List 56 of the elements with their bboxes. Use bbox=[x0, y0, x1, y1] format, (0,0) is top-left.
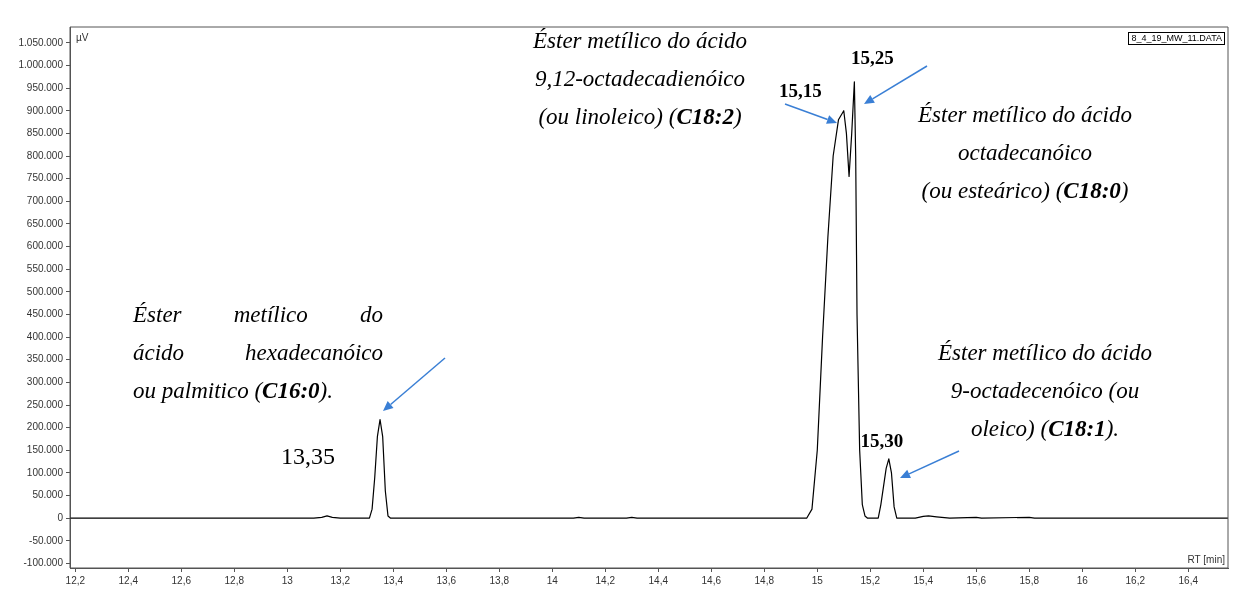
x-tick-label: 15,4 bbox=[913, 574, 934, 586]
x-tick-label: 13 bbox=[281, 574, 294, 586]
y-tick-label: -50.000 bbox=[29, 534, 64, 546]
x-tick-label: 14,8 bbox=[754, 574, 775, 586]
y-tick-label: 0 bbox=[57, 511, 64, 523]
y-tick-label: 850.000 bbox=[26, 127, 64, 139]
x-axis-title: RT [min] bbox=[1187, 553, 1226, 565]
y-tick-label: 900.000 bbox=[26, 104, 64, 116]
annotation: 15,30 bbox=[860, 429, 904, 451]
x-tick-label: 15 bbox=[811, 574, 824, 586]
annotation: 13,35 bbox=[281, 442, 336, 469]
x-tick-label: 13,4 bbox=[383, 574, 404, 586]
y-tick-label: 550.000 bbox=[26, 262, 64, 274]
y-tick-label: 100.000 bbox=[26, 466, 64, 478]
x-tick-label: 13,6 bbox=[436, 574, 457, 586]
annotation: Éster metílico do ácido 9-octadecenóico (ou oleico) (C18:1). bbox=[937, 339, 1153, 441]
y-tick-label: 1.000.000 bbox=[18, 59, 64, 71]
y-tick-label: 250.000 bbox=[26, 398, 64, 410]
y-tick-label: 400.000 bbox=[26, 330, 64, 342]
annotation: Éster metílico do ácido hexadecanóico ou palmitico (C16:0). bbox=[133, 301, 383, 405]
x-tick-label: 14,4 bbox=[648, 574, 669, 586]
x-tick-label: 14 bbox=[546, 574, 559, 586]
y-tick-label: 750.000 bbox=[26, 172, 64, 184]
y-tick-label: 50.000 bbox=[32, 489, 64, 501]
x-tick-label: 16 bbox=[1076, 574, 1089, 586]
y-tick-label: 950.000 bbox=[26, 81, 64, 93]
y-tick-label: 800.000 bbox=[26, 149, 64, 161]
y-tick-label: 200.000 bbox=[26, 421, 64, 433]
y-axis-title: µV bbox=[76, 31, 89, 43]
x-tick-label: 14,2 bbox=[595, 574, 616, 586]
annotation: 15,25 bbox=[850, 46, 894, 68]
x-tick-label: 15,2 bbox=[860, 574, 881, 586]
annotation: 8_4_19_MW_11.DATA bbox=[1128, 32, 1225, 45]
y-tick-label: 300.000 bbox=[26, 376, 64, 388]
y-tick-label: 650.000 bbox=[26, 217, 64, 229]
x-tick-label: 12,4 bbox=[118, 574, 139, 586]
y-tick-label: 600.000 bbox=[26, 240, 64, 252]
y-tick-label: 1.050.000 bbox=[18, 36, 64, 48]
x-tick-label: 12,2 bbox=[65, 574, 86, 586]
x-tick-label: 13,2 bbox=[330, 574, 351, 586]
y-tick-label: 150.000 bbox=[26, 444, 64, 456]
y-tick-label: 700.000 bbox=[26, 195, 64, 207]
x-tick-label: 14,6 bbox=[701, 574, 722, 586]
y-tick-label: 500.000 bbox=[26, 285, 64, 297]
annotation: 15,15 bbox=[779, 79, 822, 101]
y-tick-label: 450.000 bbox=[26, 308, 64, 320]
x-tick-label: 16,2 bbox=[1125, 574, 1146, 586]
x-tick-label: 15,8 bbox=[1019, 574, 1040, 586]
y-tick-label: 350.000 bbox=[26, 353, 64, 365]
y-tick-label: -100.000 bbox=[23, 557, 64, 569]
x-tick-label: 13,8 bbox=[489, 574, 510, 586]
x-tick-label: 12,8 bbox=[224, 574, 245, 586]
x-tick-label: 16,4 bbox=[1178, 574, 1199, 586]
annotation: Éster metílico do ácido octadecanóico (ou esteárico) (C18:0) bbox=[917, 101, 1133, 205]
x-tick-label: 12,6 bbox=[171, 574, 192, 586]
x-tick-label: 15,6 bbox=[966, 574, 987, 586]
